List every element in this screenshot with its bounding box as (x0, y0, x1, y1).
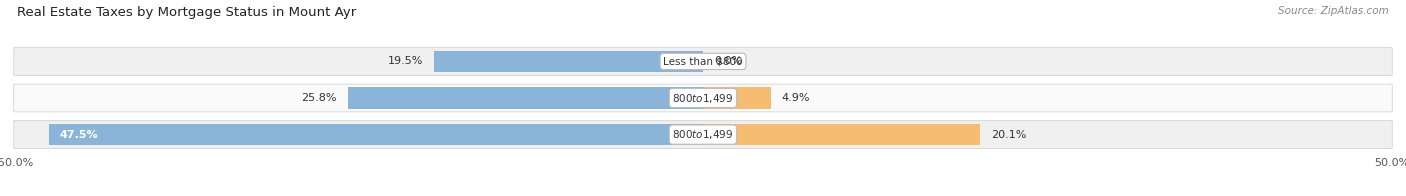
Bar (703, 124, 980, 145)
Bar (434, 51, 703, 72)
Text: 19.5%: 19.5% (388, 56, 423, 66)
Text: 4.9%: 4.9% (782, 93, 810, 103)
FancyBboxPatch shape (14, 47, 1392, 75)
Bar (347, 87, 703, 109)
Text: Real Estate Taxes by Mortgage Status in Mount Ayr: Real Estate Taxes by Mortgage Status in … (17, 6, 356, 19)
Text: 0.0%: 0.0% (714, 56, 742, 66)
Bar (703, 87, 770, 109)
Text: Less than $800: Less than $800 (664, 56, 742, 66)
Text: 20.1%: 20.1% (991, 130, 1026, 140)
Text: Source: ZipAtlas.com: Source: ZipAtlas.com (1278, 6, 1389, 16)
FancyBboxPatch shape (14, 84, 1392, 112)
Text: 25.8%: 25.8% (301, 93, 336, 103)
Text: $800 to $1,499: $800 to $1,499 (672, 128, 734, 141)
FancyBboxPatch shape (14, 121, 1392, 149)
Text: $800 to $1,499: $800 to $1,499 (672, 92, 734, 104)
Bar (48, 124, 703, 145)
Text: 47.5%: 47.5% (59, 130, 98, 140)
